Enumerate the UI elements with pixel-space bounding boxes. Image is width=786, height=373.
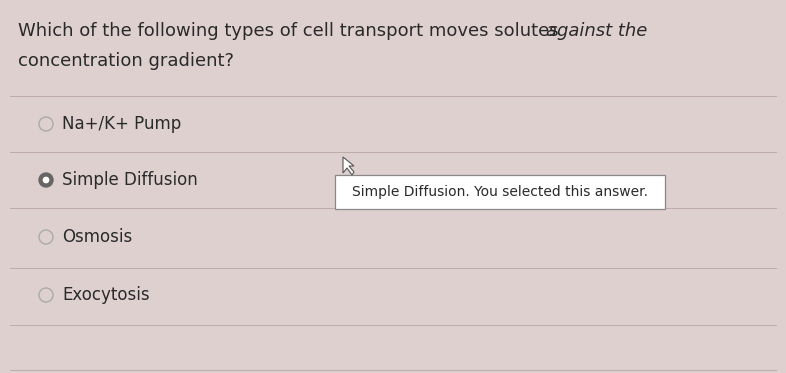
Polygon shape [343,157,354,175]
Text: Which of the following types of cell transport moves solutes: Which of the following types of cell tra… [18,22,564,40]
Circle shape [43,177,49,183]
Text: Exocytosis: Exocytosis [62,286,149,304]
Text: Osmosis: Osmosis [62,228,132,246]
Text: Simple Diffusion. You selected this answer.: Simple Diffusion. You selected this answ… [352,185,648,199]
Text: against the: against the [546,22,648,40]
Circle shape [39,173,53,187]
Text: concentration gradient?: concentration gradient? [18,52,234,70]
Text: Simple Diffusion: Simple Diffusion [62,171,198,189]
Text: Na+/K+ Pump: Na+/K+ Pump [62,115,182,133]
FancyBboxPatch shape [335,175,665,209]
